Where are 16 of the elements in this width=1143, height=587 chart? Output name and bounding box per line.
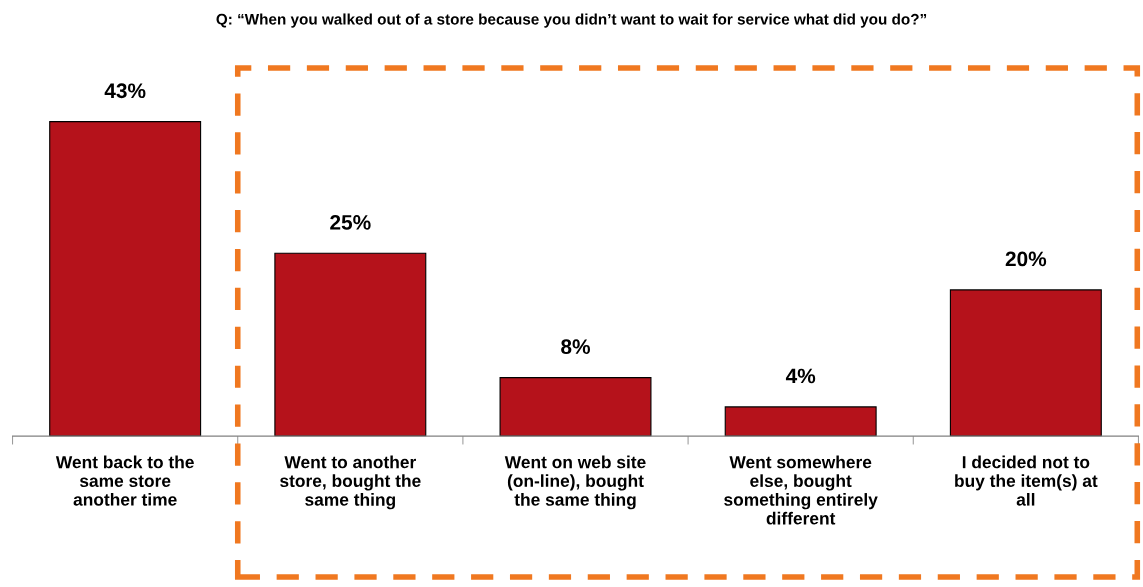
data-label: 8% (561, 339, 591, 355)
data-label: 20% (1005, 251, 1047, 267)
bar (499, 377, 652, 437)
bar (949, 289, 1102, 437)
chart-title: Q: “When you walked out of a store because you didn’t want to wait for service what did you do?” (216, 13, 927, 28)
x-tick-label: Went on web site (on-line), bought the same thing (504, 455, 646, 510)
x-tick-label: I decided not to buy the item(s) at all (955, 455, 1098, 506)
data-label: 25% (330, 215, 371, 230)
x-tick-label: Went somewhere else, bought something entirely different (724, 455, 878, 525)
bar (724, 406, 877, 437)
bar (49, 121, 202, 437)
x-tick-label: Went back to the same store another time (55, 455, 194, 506)
data-label: 43% (104, 83, 146, 99)
bar (274, 252, 427, 437)
x-tick-label: Went to another store, bought the same thing (280, 455, 421, 510)
data-label: 4% (785, 368, 816, 384)
